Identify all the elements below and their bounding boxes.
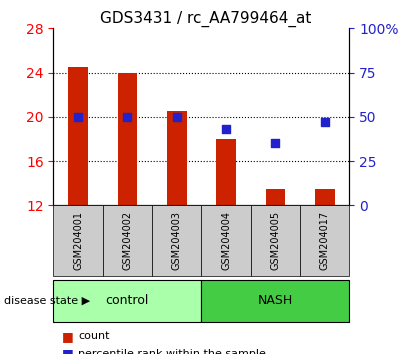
Text: control: control xyxy=(106,295,149,307)
Text: GSM204002: GSM204002 xyxy=(122,211,132,270)
Text: NASH: NASH xyxy=(258,295,293,307)
Point xyxy=(272,141,279,146)
Bar xyxy=(315,189,335,205)
Point xyxy=(124,114,131,120)
Text: ■: ■ xyxy=(62,348,74,354)
Point xyxy=(75,114,81,120)
FancyBboxPatch shape xyxy=(251,205,300,276)
Bar xyxy=(68,67,88,205)
Point xyxy=(173,114,180,120)
FancyBboxPatch shape xyxy=(201,280,349,322)
FancyBboxPatch shape xyxy=(152,205,201,276)
Text: GSM204017: GSM204017 xyxy=(320,211,330,270)
Bar xyxy=(118,73,137,205)
Text: GSM204001: GSM204001 xyxy=(73,211,83,270)
Text: count: count xyxy=(78,331,110,341)
Text: disease state ▶: disease state ▶ xyxy=(4,296,90,306)
FancyBboxPatch shape xyxy=(53,205,103,276)
FancyBboxPatch shape xyxy=(201,205,251,276)
Text: GSM204004: GSM204004 xyxy=(221,211,231,270)
Point xyxy=(223,126,229,132)
Text: percentile rank within the sample: percentile rank within the sample xyxy=(78,349,266,354)
Text: GSM204005: GSM204005 xyxy=(270,211,280,270)
FancyBboxPatch shape xyxy=(103,205,152,276)
Text: GDS3431 / rc_AA799464_at: GDS3431 / rc_AA799464_at xyxy=(100,11,311,27)
Text: GSM204003: GSM204003 xyxy=(172,211,182,270)
Bar xyxy=(216,139,236,205)
FancyBboxPatch shape xyxy=(300,205,349,276)
Text: ■: ■ xyxy=(62,330,74,343)
Point xyxy=(321,119,328,125)
Bar xyxy=(266,189,285,205)
FancyBboxPatch shape xyxy=(53,280,201,322)
Bar xyxy=(167,111,187,205)
